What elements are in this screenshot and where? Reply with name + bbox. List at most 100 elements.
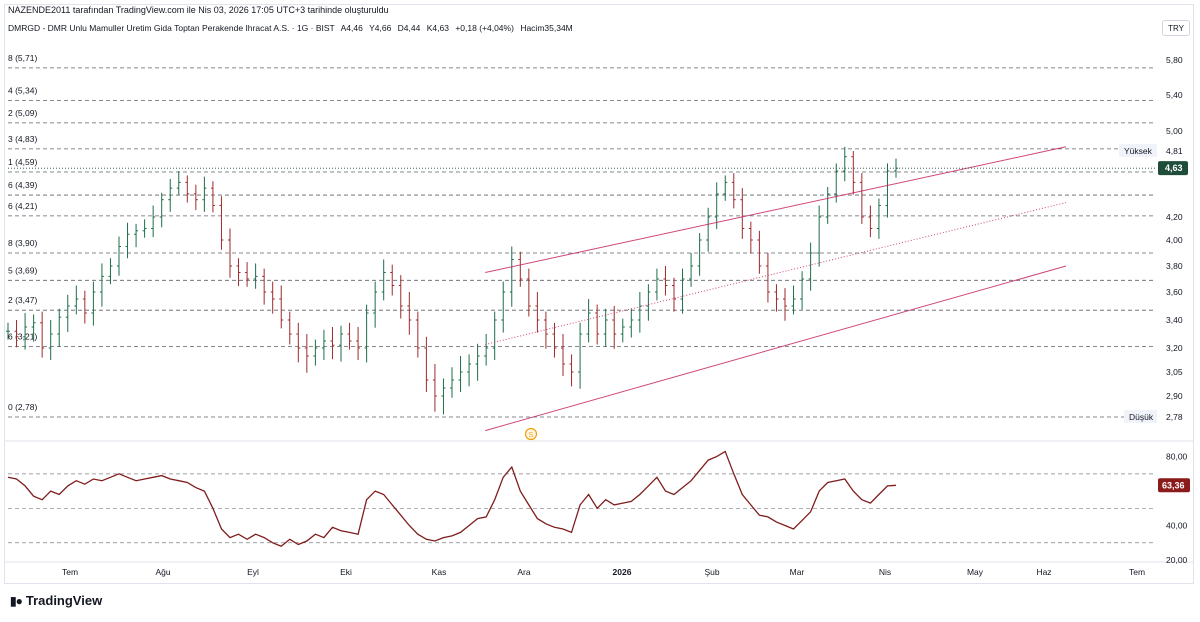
ohlc-bar — [40, 311, 45, 358]
ohlc-bar — [672, 277, 676, 312]
ohlc-bar — [262, 268, 267, 305]
rsi-axis-tick: 40,00 — [1166, 521, 1188, 531]
time-axis-label: Nis — [879, 567, 891, 577]
ohlc-bar — [748, 221, 753, 254]
ohlc-bar — [296, 322, 301, 363]
ohlc-bar — [347, 322, 352, 350]
price-axis-tick: 4,20 — [1166, 212, 1183, 222]
ohlc-bar — [450, 367, 454, 398]
last-price-value: 4,63 — [1165, 163, 1183, 173]
channel-lower-line — [485, 265, 1067, 432]
high-label-bg — [1119, 144, 1157, 157]
ohlc-bar — [14, 320, 19, 348]
fib-level-label: 2 (5,09) — [8, 108, 37, 118]
ohlc-bar — [125, 222, 130, 259]
ohlc-bar — [82, 290, 87, 324]
ohlc-bar — [654, 268, 659, 301]
ohlc-bar — [432, 364, 437, 412]
ohlc-bar — [65, 294, 70, 332]
ohlc-bar — [757, 230, 762, 274]
ohlc-bar — [569, 354, 574, 387]
volume-value: Hacim35,34M — [520, 23, 573, 33]
ohlc-bar — [270, 281, 275, 314]
ohlc-bar — [330, 327, 335, 360]
ohlc-bar — [791, 285, 796, 315]
rsi-line — [7, 450, 897, 547]
low-label: Düşük — [1129, 412, 1154, 422]
high-label: Yüksek — [1124, 146, 1153, 156]
ohlc-bar — [509, 246, 514, 307]
fib-level-label: 2 (3,47) — [8, 295, 37, 305]
ohlc-bar — [842, 146, 847, 182]
fib-level-label: 8 (5,71) — [8, 53, 37, 63]
currency-button[interactable]: TRY — [1162, 20, 1190, 36]
low-label-bg — [1124, 410, 1157, 423]
time-axis-label: Şub — [704, 567, 719, 577]
ohlc-bar — [142, 219, 147, 238]
split-event-icon — [524, 427, 538, 441]
channel-upper-line — [485, 146, 1067, 273]
ohlc-bar — [202, 176, 207, 212]
fib-level-label: 6 (3,21) — [8, 332, 37, 342]
price-axis-tick: 5,80 — [1166, 55, 1183, 65]
ohlc-bar — [424, 336, 429, 392]
time-axis-label: Eki — [340, 567, 352, 577]
ohlc-bar — [646, 284, 651, 321]
fib-level-label: 8 (3,90) — [8, 238, 37, 248]
ohlc-bar — [492, 311, 497, 360]
low-value: 2,78 — [1166, 412, 1183, 422]
ohlc-bar — [783, 288, 787, 321]
ohlc-bar — [356, 327, 361, 360]
ohlc-bar — [48, 320, 53, 360]
ohlc-bar — [253, 263, 258, 289]
time-axis-label: 2026 — [613, 567, 632, 577]
ohlc-bar — [561, 334, 565, 376]
rsi-axis-tick: 80,00 — [1166, 452, 1188, 462]
ohlc-bar — [185, 175, 190, 203]
ohlc-bar — [228, 228, 232, 278]
channel-mid-line — [485, 202, 1067, 345]
ohlc-bar — [535, 292, 540, 333]
ohlc-bar — [740, 188, 745, 239]
price-axis-tick: 3,60 — [1166, 287, 1183, 297]
ohlc-bar — [629, 308, 634, 338]
ohlc-bar — [373, 281, 378, 328]
ohlc-bar — [407, 292, 412, 335]
ohlc-bar — [381, 259, 386, 301]
ohlc-bar — [586, 299, 591, 343]
price-axis-tick: 3,80 — [1166, 261, 1183, 271]
ohlc-bar — [595, 304, 600, 345]
ohlc-bar — [578, 322, 583, 389]
ohlc-bar — [210, 181, 215, 213]
fib-level-label: 4 (5,34) — [8, 85, 37, 95]
ohlc-bar — [134, 223, 139, 248]
ohlc-bar — [398, 275, 403, 319]
ohlc-bar — [108, 258, 113, 285]
rsi-axis-tick: 20,00 — [1166, 555, 1188, 565]
ohlc-bar — [364, 304, 369, 363]
rsi-last-bg — [1158, 478, 1190, 493]
time-axis-label: Tem — [62, 567, 78, 577]
time-axis-label: Eyl — [247, 567, 259, 577]
ohlc-bar — [475, 343, 480, 381]
price-axis-tick: 5,00 — [1166, 126, 1183, 136]
price-axis-tick: 3,40 — [1166, 315, 1183, 325]
time-axis-label: Ağu — [155, 567, 170, 577]
ohlc-bar — [458, 356, 463, 392]
ohlc-bar — [467, 354, 472, 387]
ohlc-bar — [390, 264, 395, 296]
chart-frame — [4, 4, 1194, 584]
ohlc-bar — [680, 268, 685, 314]
price-axis-tick: 2,90 — [1166, 391, 1183, 401]
ohlc-bar — [6, 322, 10, 340]
ohlc-bar — [501, 281, 506, 333]
rsi-last-value: 63,36 — [1162, 480, 1185, 490]
ohlc-bar — [117, 236, 121, 276]
ohlc-bar — [219, 196, 224, 250]
open-value: A4,46 — [340, 23, 363, 33]
ohlc-bar — [689, 253, 694, 287]
ohlc-bar — [859, 173, 864, 224]
symbol-description[interactable]: DMRGD - DMR Unlu Mamuller Uretim Gida To… — [8, 23, 335, 33]
ohlc-bar — [817, 205, 822, 267]
